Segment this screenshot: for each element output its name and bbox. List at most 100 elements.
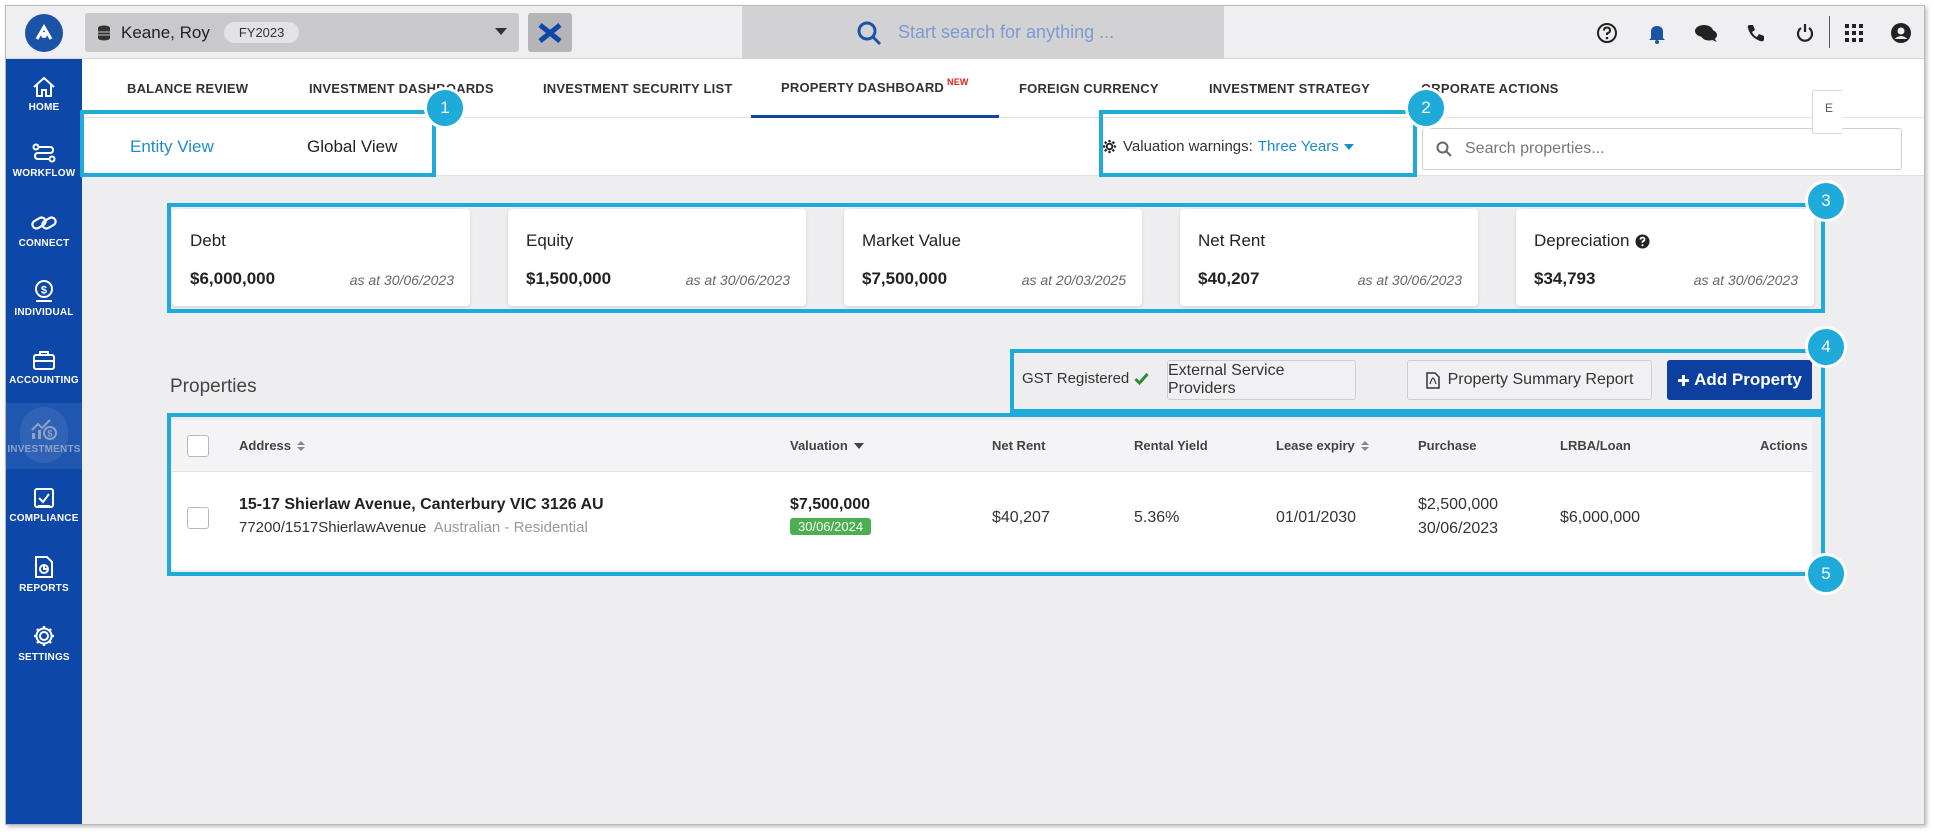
sidebar-item-investments[interactable]: $ INVESTMENTS — [6, 403, 82, 469]
column-label: Valuation — [790, 438, 848, 453]
sidebar-item-compliance[interactable]: COMPLIANCE — [6, 472, 82, 538]
tab-label: BALANCE REVIEW — [127, 81, 249, 96]
svg-text:$: $ — [47, 428, 52, 438]
user-avatar-icon[interactable] — [1888, 20, 1914, 46]
tab-investment-security-list[interactable]: INVESTMENT SECURITY LIST — [543, 59, 732, 118]
app-logo[interactable] — [6, 6, 82, 59]
sidebar-item-home[interactable]: HOME — [6, 61, 82, 127]
help-circle-icon[interactable] — [1635, 233, 1650, 249]
client-selector[interactable]: Keane, Roy FY2023 — [85, 13, 519, 52]
callout-number-1: 1 — [424, 87, 466, 129]
xero-button[interactable] — [528, 13, 572, 52]
callout-box-properties-table — [167, 413, 1825, 576]
column-label: Net Rent — [992, 438, 1046, 453]
button-label: Add Property — [1694, 370, 1802, 389]
cog-icon — [1102, 139, 1117, 154]
sidebar-item-settings[interactable]: SETTINGS — [6, 610, 82, 676]
sidebar-item-connect[interactable]: CONNECT — [6, 197, 82, 263]
global-search[interactable]: Start search for anything ... — [742, 6, 1224, 59]
entity-view-label: Entity View — [130, 136, 214, 156]
column-label: Purchase — [1418, 438, 1477, 453]
tab-investment-strategy[interactable]: INVESTMENT STRATEGY — [1209, 59, 1370, 118]
external-service-providers-button[interactable]: External Service Providers — [1167, 360, 1356, 400]
property-summary-report-button[interactable]: Property Summary Report — [1407, 360, 1652, 400]
column-header-valuation[interactable]: Valuation — [790, 438, 864, 453]
gear-icon — [34, 625, 54, 646]
gst-registered-status: GST Registered — [1022, 370, 1149, 387]
column-header-lease-expiry[interactable]: Lease expiry — [1276, 438, 1369, 453]
new-badge: NEW — [947, 77, 969, 87]
tab-balance-review[interactable]: BALANCE REVIEW — [127, 59, 248, 118]
callout-box-actions — [1010, 349, 1825, 413]
tab-bar: BALANCE REVIEW INVESTMENT DASHBOARDS INV… — [82, 59, 1924, 118]
sidebar-item-reports[interactable]: REPORTS — [6, 541, 82, 607]
link-icon — [31, 215, 57, 230]
summary-card-net-rent: Net Rent $40,207 as at 30/06/2023 — [1180, 209, 1478, 306]
callout-number-3: 3 — [1805, 180, 1847, 222]
svg-text:$: $ — [41, 284, 47, 296]
tab-label: INVESTMENT STRATEGY — [1209, 81, 1371, 96]
card-value: $34,793 — [1534, 269, 1596, 288]
table-header: Address Valuation Net Rent Rental Yield … — [172, 420, 1812, 472]
app-window: Keane, Roy FY2023 Start search for anyth… — [5, 5, 1925, 825]
dollar-person-icon: $ — [35, 279, 53, 302]
view-bar: Entity View Global View Valuation warnin… — [82, 118, 1924, 176]
tab-property-dashboard[interactable]: PROPERTY DASHBOARD NEW — [751, 59, 999, 118]
summary-card-market-value: Market Value $7,500,000 as at 20/03/2025 — [844, 209, 1142, 306]
sidebar-label: CONNECT — [18, 237, 70, 249]
notification-bell-icon[interactable] — [1644, 20, 1670, 46]
purchase-amount: $2,500,000 — [1418, 496, 1499, 513]
sidebar-item-accounting[interactable]: ACCOUNTING — [6, 334, 82, 400]
tab-label: INVESTMENT SECURITY LIST — [543, 81, 733, 96]
sidebar: HOME WORKFLOW CONNECT $ INDIVIDUAL ACCOU… — [6, 59, 82, 824]
briefcase-icon — [33, 350, 55, 370]
tab-foreign-currency[interactable]: FOREIGN CURRENCY — [1019, 59, 1159, 118]
card-value: $1,500,000 — [526, 269, 612, 288]
column-label: LRBA/Loan — [1560, 438, 1631, 453]
help-icon[interactable] — [1594, 20, 1620, 46]
card-as-at: as at 30/06/2023 — [1357, 272, 1462, 288]
tab-label: PROPERTY DASHBOARD — [781, 79, 944, 95]
phone-icon[interactable] — [1743, 20, 1769, 46]
callout-number-5: 5 — [1805, 553, 1847, 595]
row-checkbox[interactable] — [187, 507, 209, 529]
summary-card-debt: Debt $6,000,000 as at 30/06/2023 — [172, 209, 470, 306]
chat-icon[interactable] — [1693, 20, 1719, 46]
global-view-toggle[interactable]: Global View — [307, 118, 397, 175]
sort-icon — [1360, 440, 1369, 451]
sidebar-item-workflow[interactable]: WORKFLOW — [6, 127, 82, 193]
power-icon[interactable] — [1792, 20, 1818, 46]
valuation-warnings-dropdown[interactable]: Valuation warnings: Three Years — [1102, 138, 1354, 155]
tab-corporate-actions[interactable]: ORPORATE ACTIONS — [1421, 59, 1559, 118]
rental-yield-value: 5.36% — [1134, 509, 1180, 526]
apps-grid-icon[interactable] — [1841, 20, 1867, 46]
client-name: Keane, Roy — [121, 22, 210, 42]
card-title: Depreciation — [1534, 231, 1630, 250]
property-search-input[interactable]: Search properties... — [1422, 128, 1902, 170]
sidebar-label: HOME — [28, 101, 60, 113]
tab-label: FOREIGN CURRENCY — [1019, 81, 1159, 96]
gst-label: GST Registered — [1022, 370, 1130, 387]
property-address-link[interactable]: 15-17 Shierlaw Avenue, Canterbury VIC 31… — [239, 496, 604, 513]
callout-box-summary-cards — [167, 203, 1825, 313]
sidebar-item-individual[interactable]: $ INDIVIDUAL — [6, 265, 82, 331]
chevron-down-icon — [495, 28, 507, 35]
global-search-placeholder: Start search for anything ... — [898, 22, 1115, 42]
callout-number-4: 4 — [1805, 326, 1847, 368]
card-value: $7,500,000 — [862, 269, 948, 288]
add-property-button[interactable]: Add Property — [1667, 360, 1812, 400]
callout-box-valuation-warnings — [1099, 110, 1417, 177]
column-header-address[interactable]: Address — [239, 438, 306, 453]
valuation-amount: $7,500,000 — [790, 496, 871, 513]
plus-icon — [1678, 374, 1690, 386]
report-icon — [35, 555, 53, 578]
card-as-at: as at 30/06/2023 — [349, 272, 454, 288]
side-panel-tab[interactable]: E — [1812, 90, 1842, 134]
select-all-checkbox[interactable] — [187, 435, 209, 457]
table-row[interactable]: 15-17 Shierlaw Avenue, Canterbury VIC 31… — [172, 472, 1812, 570]
sidebar-label: INDIVIDUAL — [14, 306, 74, 318]
card-as-at: as at 20/03/2025 — [1021, 272, 1126, 288]
entity-view-toggle[interactable]: Entity View — [130, 118, 214, 175]
card-value: $40,207 — [1198, 269, 1260, 288]
button-label: Property Summary Report — [1447, 371, 1634, 388]
